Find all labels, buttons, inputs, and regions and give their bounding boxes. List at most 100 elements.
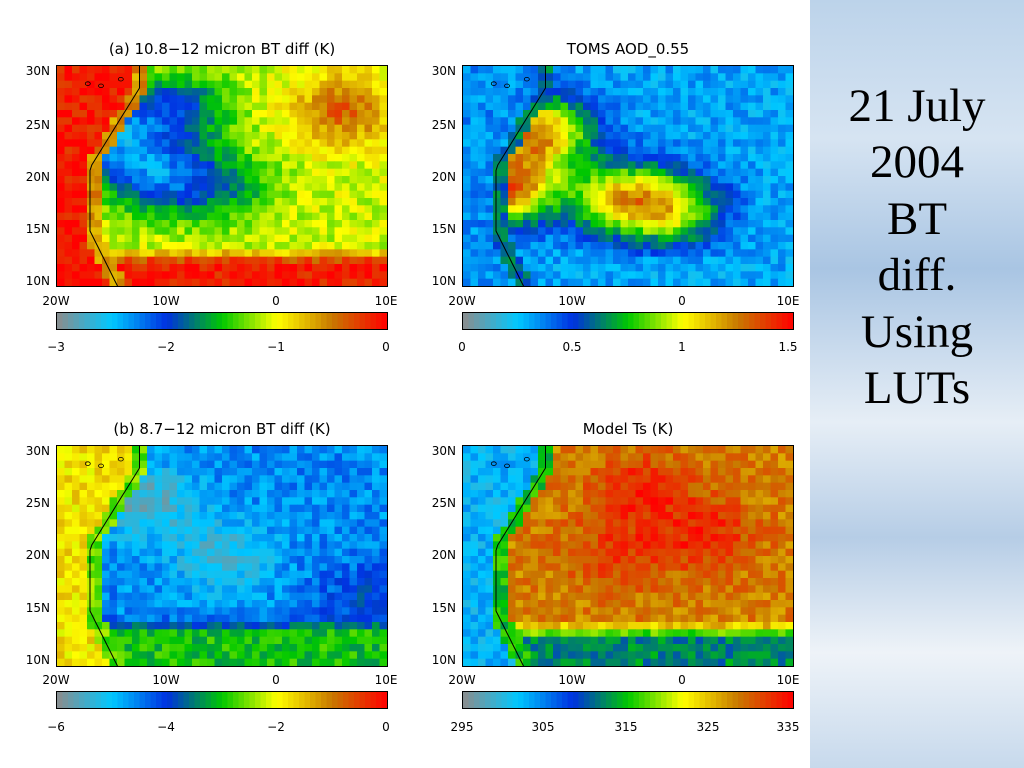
heatmap-cell xyxy=(575,190,584,199)
heatmap-cell xyxy=(109,176,118,184)
heatmap-cell xyxy=(147,614,156,623)
heatmap-cell xyxy=(87,600,96,608)
heatmap-cell xyxy=(545,220,554,228)
heatmap-cell xyxy=(207,264,216,272)
heatmap-cell xyxy=(237,110,246,118)
heatmap-cell xyxy=(372,73,381,82)
heatmap-cell xyxy=(64,600,73,608)
heatmap-cell xyxy=(725,504,734,513)
heatmap-cell xyxy=(237,139,246,148)
heatmap-cell xyxy=(560,482,569,491)
heatmap-cell xyxy=(620,256,629,265)
heatmap-cell xyxy=(154,570,163,579)
heatmap-cell xyxy=(372,636,381,645)
heatmap-cell xyxy=(605,526,614,535)
heatmap-cell xyxy=(139,446,148,454)
heatmap-cell xyxy=(57,570,66,579)
heatmap-cell xyxy=(87,256,96,265)
heatmap-cell xyxy=(658,205,667,214)
heatmap-cell xyxy=(132,658,141,666)
heatmap-cell xyxy=(785,66,793,74)
heatmap-cell xyxy=(102,651,111,660)
heatmap-cell xyxy=(538,563,547,572)
heatmap-cell xyxy=(177,249,186,258)
heatmap-cell xyxy=(132,139,141,148)
heatmap-cell xyxy=(304,644,313,652)
x-tick: 10E xyxy=(776,294,800,308)
heatmap-cell xyxy=(162,183,171,192)
heatmap-cell xyxy=(733,139,742,148)
heatmap-cell xyxy=(94,117,103,126)
colorbar-segment xyxy=(501,313,508,329)
heatmap-cell xyxy=(94,110,103,118)
heatmap-cell xyxy=(214,504,223,513)
heatmap-cell xyxy=(297,278,306,286)
heatmap-cell xyxy=(319,146,328,155)
heatmap-cell xyxy=(109,446,118,454)
heatmap-cell xyxy=(94,629,103,638)
heatmap-cell xyxy=(523,227,532,236)
heatmap-cell xyxy=(718,541,727,550)
heatmap-cell xyxy=(643,548,652,557)
heatmap-cell xyxy=(57,636,66,645)
heatmap-cell xyxy=(695,205,704,214)
heatmap-cell xyxy=(252,198,261,206)
heatmap-cell xyxy=(132,249,141,258)
heatmap-cell xyxy=(244,102,253,111)
heatmap-cell xyxy=(252,264,261,272)
heatmap-cell xyxy=(733,220,742,228)
heatmap-cell xyxy=(334,278,343,286)
heatmap-cell xyxy=(755,190,764,199)
heatmap-cell xyxy=(583,468,592,476)
heatmap-cell xyxy=(635,541,644,550)
heatmap-cell xyxy=(177,205,186,214)
heatmap-cell xyxy=(319,548,328,557)
heatmap-cell xyxy=(583,176,592,184)
heatmap-cell xyxy=(214,73,223,82)
heatmap-cell xyxy=(244,563,253,572)
heatmap-cell xyxy=(770,526,779,535)
heatmap-cell xyxy=(222,249,231,258)
heatmap-cell xyxy=(635,110,644,118)
heatmap-cell xyxy=(267,234,276,243)
heatmap-cell xyxy=(252,88,261,96)
heatmap-cell xyxy=(620,168,629,177)
heatmap-cell xyxy=(154,563,163,572)
heatmap-cell xyxy=(718,190,727,199)
heatmap-cell xyxy=(139,271,148,280)
heatmap-cell xyxy=(508,220,517,228)
heatmap-cell xyxy=(214,190,223,199)
heatmap-cell xyxy=(508,256,517,265)
colorbar-segment xyxy=(205,313,212,329)
heatmap-cell xyxy=(304,468,313,476)
colorbar-segment xyxy=(332,692,339,708)
heatmap-cell xyxy=(267,102,276,111)
heatmap-cell xyxy=(463,541,472,550)
heatmap-cell xyxy=(379,242,387,250)
heatmap-cell xyxy=(147,453,156,462)
heatmap-cell xyxy=(94,154,103,162)
heatmap-cell xyxy=(87,644,96,652)
heatmap-cell xyxy=(139,278,148,286)
heatmap-cell xyxy=(635,154,644,162)
heatmap-cell xyxy=(364,585,373,594)
heatmap-cell xyxy=(64,256,73,265)
heatmap-cell xyxy=(598,453,607,462)
heatmap-cell xyxy=(635,80,644,89)
heatmap-cell xyxy=(635,190,644,199)
heatmap-cell xyxy=(169,168,178,177)
heatmap-cell xyxy=(237,271,246,280)
heatmap-cell xyxy=(628,168,637,177)
heatmap-cell xyxy=(139,541,148,550)
heatmap-cell xyxy=(590,124,599,133)
heatmap-cell xyxy=(282,234,291,243)
heatmap-cell xyxy=(222,220,231,228)
heatmap-cell xyxy=(184,504,193,513)
heatmap-cell xyxy=(553,563,562,572)
heatmap-cell xyxy=(364,600,373,608)
heatmap-cell xyxy=(538,490,547,498)
heatmap-cell xyxy=(478,234,487,243)
heatmap-cell xyxy=(319,453,328,462)
heatmap-cell xyxy=(64,578,73,586)
heatmap-cell xyxy=(259,146,268,155)
